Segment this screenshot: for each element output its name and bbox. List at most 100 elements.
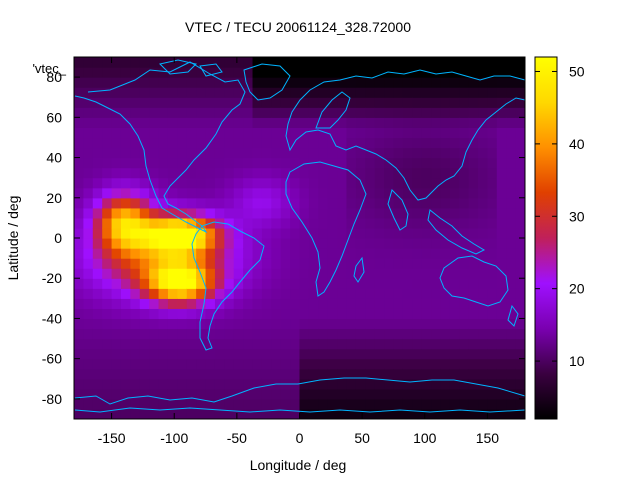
heatmap-cell xyxy=(196,318,207,330)
heatmap-cell xyxy=(374,147,385,159)
heatmap-cell xyxy=(515,227,525,239)
heatmap-cell xyxy=(365,157,376,169)
heatmap-cell xyxy=(431,207,442,219)
heatmap-cell xyxy=(102,157,113,169)
heatmap-cell xyxy=(506,308,517,320)
heatmap-cell xyxy=(421,298,432,309)
heatmap-cell xyxy=(496,87,507,98)
heatmap-cell xyxy=(412,57,423,68)
heatmap-cell xyxy=(92,117,103,128)
heatmap-cell xyxy=(139,167,150,179)
heatmap-cell xyxy=(102,308,113,320)
heatmap-cell xyxy=(271,227,282,239)
heatmap-cell xyxy=(252,238,263,249)
heatmap-cell xyxy=(327,308,338,320)
heatmap-cell xyxy=(120,107,131,118)
heatmap-cell xyxy=(365,338,376,350)
heatmap-cell xyxy=(102,67,113,78)
heatmap-cell xyxy=(120,57,131,68)
heatmap-cell xyxy=(431,117,442,128)
heatmap-cell xyxy=(177,378,188,390)
heatmap-cell xyxy=(271,157,282,169)
heatmap-cell xyxy=(120,398,131,410)
heatmap-cell xyxy=(130,288,141,299)
heatmap-cell xyxy=(365,398,376,410)
heatmap-cell xyxy=(431,238,442,249)
heatmap-cell xyxy=(130,157,141,169)
heatmap-cell xyxy=(478,137,489,149)
heatmap-cell xyxy=(158,67,169,78)
heatmap-cell xyxy=(308,137,319,149)
heatmap-cell xyxy=(205,197,216,209)
heatmap-cell xyxy=(74,97,84,108)
heatmap-cell xyxy=(459,238,470,249)
heatmap-cell xyxy=(374,248,385,259)
heatmap-cell xyxy=(468,358,479,370)
heatmap-cell xyxy=(449,177,460,189)
heatmap-cell xyxy=(205,258,216,269)
heatmap-cell xyxy=(252,167,263,179)
heatmap-cell xyxy=(130,227,141,239)
heatmap-cell xyxy=(111,328,122,340)
heatmap-cell xyxy=(346,308,357,320)
heatmap-cell xyxy=(384,348,395,360)
heatmap-cell xyxy=(74,398,84,410)
heatmap-cell xyxy=(374,87,385,98)
heatmap-cell xyxy=(440,197,451,209)
heatmap-cell xyxy=(111,57,122,68)
heatmap-cell xyxy=(337,308,348,320)
heatmap-cell xyxy=(280,107,291,118)
heatmap-cell xyxy=(290,328,301,340)
heatmap-cell xyxy=(365,147,376,159)
heatmap-cell xyxy=(224,227,235,239)
heatmap-cell xyxy=(459,107,470,118)
heatmap-cell xyxy=(92,278,103,289)
heatmap-cell xyxy=(478,87,489,98)
heatmap-cell xyxy=(459,57,470,68)
heatmap-cell xyxy=(252,77,263,88)
heatmap-cell xyxy=(468,328,479,340)
heatmap-cell xyxy=(337,167,348,179)
heatmap-cell xyxy=(224,278,235,289)
heatmap-cell xyxy=(271,298,282,309)
heatmap-cell xyxy=(120,308,131,320)
heatmap-cell xyxy=(318,187,329,199)
heatmap-cell xyxy=(384,378,395,390)
heatmap-cell xyxy=(120,268,131,279)
heatmap-cell xyxy=(308,328,319,340)
heatmap-cell xyxy=(421,348,432,360)
heatmap-cell xyxy=(130,97,141,108)
heatmap-cell xyxy=(515,187,525,199)
heatmap-cell xyxy=(449,107,460,118)
heatmap-cell xyxy=(431,177,442,189)
heatmap-cell xyxy=(402,127,413,139)
heatmap-cell xyxy=(318,298,329,309)
heatmap-cell xyxy=(83,328,94,340)
heatmap-cell xyxy=(468,197,479,209)
heatmap-cell xyxy=(374,167,385,179)
heatmap-cell xyxy=(120,217,131,229)
heatmap-cell xyxy=(487,227,498,239)
heatmap-cell xyxy=(74,278,84,289)
heatmap-cell xyxy=(102,217,113,229)
heatmap-cell xyxy=(327,348,338,360)
heatmap-cell xyxy=(280,348,291,360)
heatmap-cell xyxy=(402,227,413,239)
heatmap-cell xyxy=(92,368,103,380)
heatmap-cell xyxy=(440,87,451,98)
heatmap-cell xyxy=(308,67,319,78)
heatmap-cell xyxy=(468,67,479,78)
heatmap-cell xyxy=(130,348,141,360)
heatmap-cell xyxy=(393,77,404,88)
heatmap-cell xyxy=(384,127,395,139)
heatmap-cell xyxy=(92,398,103,410)
heatmap-cell xyxy=(496,268,507,279)
heatmap-cell xyxy=(487,67,498,78)
heatmap-cell xyxy=(506,358,517,370)
heatmap-cell xyxy=(431,378,442,390)
heatmap-cell xyxy=(111,197,122,209)
heatmap-cell xyxy=(233,57,244,68)
heatmap-cell xyxy=(196,338,207,350)
heatmap-cell xyxy=(449,187,460,199)
heatmap-cell xyxy=(233,87,244,98)
